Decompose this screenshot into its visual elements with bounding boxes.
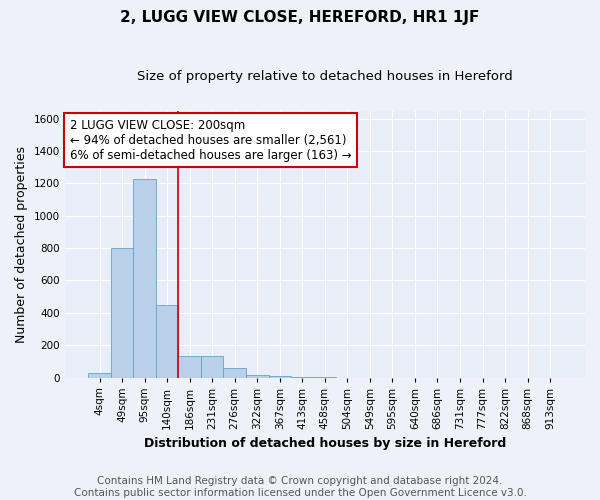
Bar [178,356,201,378]
Bar [269,376,291,378]
Bar [314,376,336,378]
Bar [291,376,314,378]
X-axis label: Distribution of detached houses by size in Hereford: Distribution of detached houses by size … [144,437,506,450]
Bar [201,356,223,378]
Text: Contains HM Land Registry data © Crown copyright and database right 2024.
Contai: Contains HM Land Registry data © Crown c… [74,476,526,498]
Text: 2, LUGG VIEW CLOSE, HEREFORD, HR1 1JF: 2, LUGG VIEW CLOSE, HEREFORD, HR1 1JF [121,10,479,25]
Y-axis label: Number of detached properties: Number of detached properties [15,146,28,342]
Bar [223,368,246,378]
Bar [133,178,156,378]
Bar [246,375,269,378]
Bar [88,374,111,378]
Bar [156,304,178,378]
Title: Size of property relative to detached houses in Hereford: Size of property relative to detached ho… [137,70,513,83]
Bar [111,248,133,378]
Text: 2 LUGG VIEW CLOSE: 200sqm
← 94% of detached houses are smaller (2,561)
6% of sem: 2 LUGG VIEW CLOSE: 200sqm ← 94% of detac… [70,118,352,162]
